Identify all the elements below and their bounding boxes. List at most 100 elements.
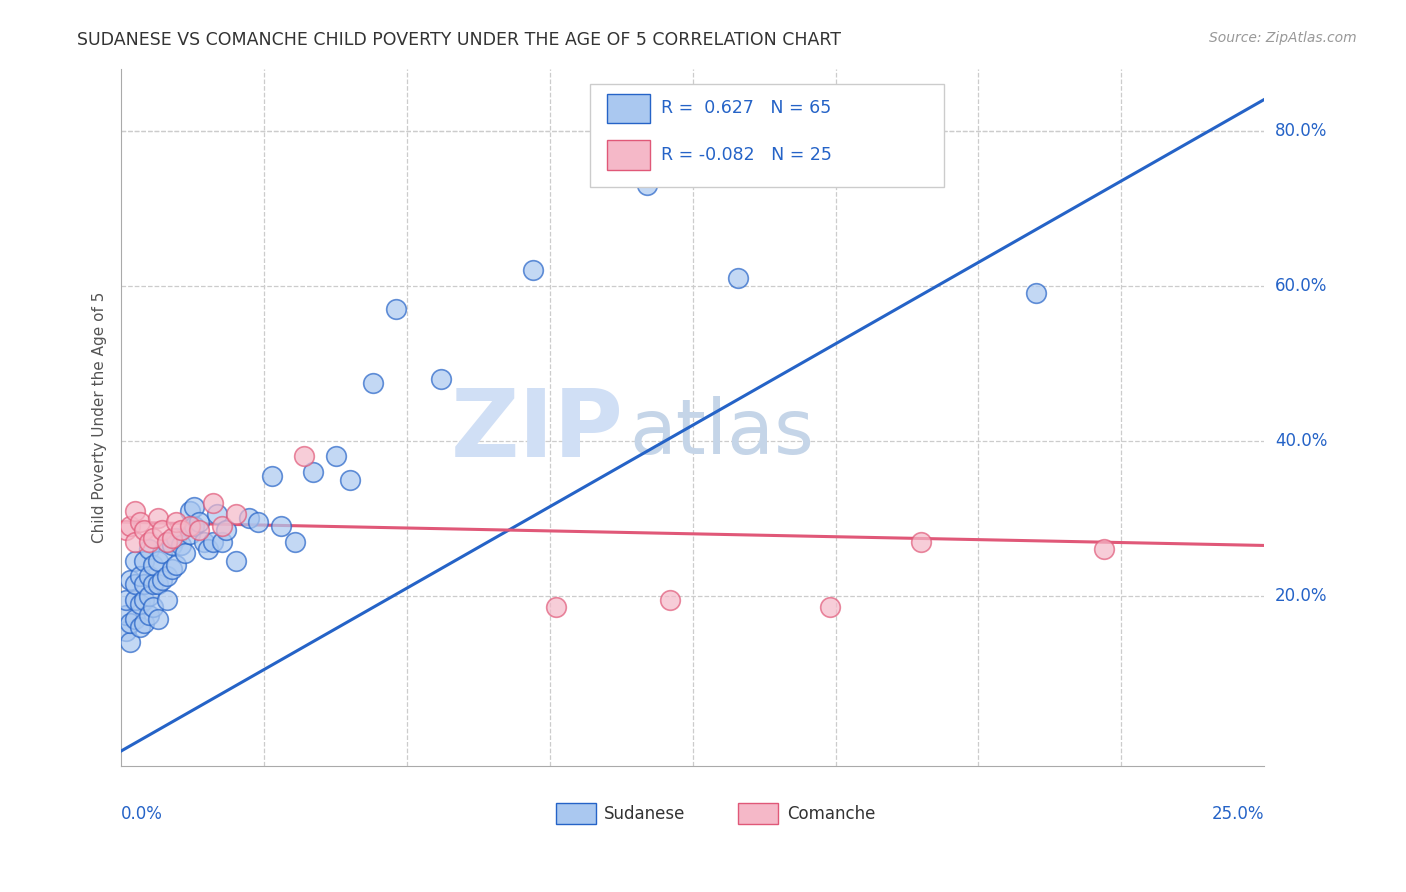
- Text: SUDANESE VS COMANCHE CHILD POVERTY UNDER THE AGE OF 5 CORRELATION CHART: SUDANESE VS COMANCHE CHILD POVERTY UNDER…: [77, 31, 841, 49]
- Point: [120, 574, 142, 588]
- Point: [146, 511, 169, 525]
- Y-axis label: Child Poverty Under the Age of 5: Child Poverty Under the Age of 5: [93, 292, 107, 543]
- Point: [325, 450, 347, 464]
- Point: [128, 515, 150, 529]
- Point: [128, 569, 150, 583]
- Point: [160, 562, 183, 576]
- Point: [179, 503, 201, 517]
- Point: [193, 534, 215, 549]
- Point: [201, 496, 224, 510]
- Point: [197, 542, 219, 557]
- Bar: [738, 804, 779, 824]
- Text: 20.0%: 20.0%: [1275, 587, 1327, 605]
- Point: [120, 615, 142, 630]
- Point: [339, 473, 361, 487]
- Point: [138, 569, 160, 583]
- Point: [114, 592, 136, 607]
- Point: [132, 592, 155, 607]
- Point: [183, 500, 205, 514]
- Point: [215, 523, 238, 537]
- Text: 25.0%: 25.0%: [1212, 805, 1264, 823]
- Point: [120, 519, 142, 533]
- Text: 60.0%: 60.0%: [1275, 277, 1327, 294]
- Point: [247, 515, 270, 529]
- Point: [124, 534, 146, 549]
- Point: [146, 577, 169, 591]
- Point: [727, 271, 749, 285]
- Point: [187, 523, 209, 537]
- Point: [160, 531, 183, 545]
- Text: R = -0.082   N = 25: R = -0.082 N = 25: [661, 146, 831, 164]
- Point: [910, 534, 932, 549]
- Point: [205, 508, 228, 522]
- Point: [124, 577, 146, 591]
- Point: [302, 465, 325, 479]
- Bar: [607, 140, 651, 169]
- Point: [1025, 286, 1047, 301]
- Point: [128, 620, 150, 634]
- Point: [384, 301, 406, 316]
- Point: [165, 558, 187, 572]
- Point: [156, 592, 179, 607]
- Point: [187, 515, 209, 529]
- FancyBboxPatch shape: [589, 84, 943, 187]
- Point: [430, 372, 453, 386]
- Bar: [555, 804, 596, 824]
- Point: [169, 538, 191, 552]
- Text: Sudanese: Sudanese: [603, 805, 685, 823]
- Text: 40.0%: 40.0%: [1275, 432, 1327, 450]
- Text: atlas: atlas: [630, 396, 814, 470]
- Point: [225, 554, 247, 568]
- Point: [146, 554, 169, 568]
- Point: [183, 519, 205, 533]
- Point: [156, 569, 179, 583]
- Point: [156, 534, 179, 549]
- Point: [636, 178, 658, 192]
- Point: [146, 612, 169, 626]
- Point: [156, 534, 179, 549]
- Point: [165, 531, 187, 545]
- Point: [132, 523, 155, 537]
- Point: [211, 519, 233, 533]
- Point: [142, 558, 165, 572]
- Point: [174, 546, 197, 560]
- Point: [179, 519, 201, 533]
- Point: [138, 542, 160, 557]
- Point: [818, 600, 841, 615]
- Text: 0.0%: 0.0%: [121, 805, 163, 823]
- Point: [138, 589, 160, 603]
- Text: Source: ZipAtlas.com: Source: ZipAtlas.com: [1209, 31, 1357, 45]
- Point: [211, 534, 233, 549]
- Point: [128, 597, 150, 611]
- Point: [522, 263, 544, 277]
- Text: Comanche: Comanche: [787, 805, 876, 823]
- Point: [165, 515, 187, 529]
- Point: [114, 608, 136, 623]
- Point: [201, 534, 224, 549]
- Point: [142, 531, 165, 545]
- Point: [142, 600, 165, 615]
- Point: [658, 592, 681, 607]
- Point: [361, 376, 384, 390]
- Point: [225, 508, 247, 522]
- Point: [124, 592, 146, 607]
- Bar: [607, 94, 651, 123]
- Text: R =  0.627   N = 65: R = 0.627 N = 65: [661, 99, 831, 118]
- Text: 80.0%: 80.0%: [1275, 121, 1327, 139]
- Point: [284, 534, 307, 549]
- Point: [544, 600, 567, 615]
- Point: [160, 538, 183, 552]
- Point: [270, 519, 292, 533]
- Point: [120, 635, 142, 649]
- Point: [138, 534, 160, 549]
- Point: [150, 523, 173, 537]
- Point: [179, 526, 201, 541]
- Point: [124, 612, 146, 626]
- Point: [142, 577, 165, 591]
- Point: [124, 554, 146, 568]
- Point: [1092, 542, 1115, 557]
- Point: [132, 615, 155, 630]
- Point: [138, 608, 160, 623]
- Point: [169, 523, 191, 537]
- Text: ZIP: ZIP: [451, 385, 624, 477]
